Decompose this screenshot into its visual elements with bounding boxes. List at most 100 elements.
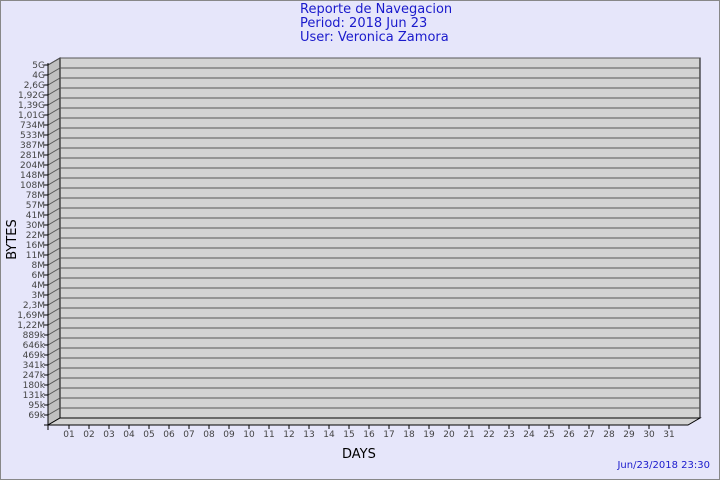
- gridline-side: [47, 97, 61, 106]
- gridline-side: [47, 87, 61, 96]
- x-tick-label: 06: [163, 430, 175, 440]
- x-tick-label: 14: [323, 430, 335, 440]
- gridline-side: [47, 57, 61, 66]
- y-tick-label: 11M: [26, 251, 45, 261]
- y-tick-label: 131k: [23, 391, 46, 401]
- gridline-side: [47, 337, 61, 346]
- y-tick-label: 1,92G: [18, 91, 45, 101]
- y-tick-label: 2,3M: [23, 301, 45, 311]
- y-tick-label: 734M: [20, 121, 45, 131]
- y-tick-label: 5G: [32, 61, 45, 71]
- y-tick-label: 8M: [32, 261, 46, 271]
- y-tick-label: 1,22M: [17, 321, 45, 331]
- x-tick-label: 04: [123, 430, 135, 440]
- gridline-side: [47, 157, 61, 166]
- x-tick-label: 18: [403, 430, 415, 440]
- y-tick-label: 78M: [26, 191, 45, 201]
- gridline-side: [47, 347, 61, 356]
- gridline-side: [47, 77, 61, 86]
- timestamp: Jun/23/2018 23:30: [617, 460, 710, 471]
- y-tick-label: 247k: [23, 371, 46, 381]
- y-tick-label: 204M: [20, 161, 45, 171]
- x-tick-label: 10: [243, 430, 255, 440]
- gridline-side: [47, 107, 61, 116]
- gridline-side: [47, 217, 61, 226]
- x-tick-label: 30: [643, 430, 655, 440]
- y-tick-label: 3M: [32, 291, 46, 301]
- x-tick-label: 17: [383, 430, 394, 440]
- gridline-side: [47, 327, 61, 336]
- gridline-side: [47, 247, 61, 256]
- y-tick-label: 4M: [32, 281, 46, 291]
- x-tick-label: 03: [103, 430, 114, 440]
- y-tick-label: 30M: [26, 221, 45, 231]
- gridline-side: [47, 67, 61, 76]
- gridline-side: [47, 407, 61, 416]
- x-tick-label: 09: [223, 430, 235, 440]
- x-tick-label: 25: [543, 430, 554, 440]
- x-tick-label: 27: [583, 430, 594, 440]
- x-tick-label: 22: [483, 430, 494, 440]
- gridline-side: [47, 227, 61, 236]
- gridline-side: [47, 277, 61, 286]
- y-tick-label: 387M: [20, 141, 45, 151]
- y-tick-label: 469k: [23, 351, 46, 361]
- x-tick-label: 29: [623, 430, 635, 440]
- gridline-side: [47, 297, 61, 306]
- y-tick-label: 6M: [32, 271, 46, 281]
- y-tick-label: 1,01G: [18, 111, 45, 121]
- x-tick-label: 11: [263, 430, 274, 440]
- gridline-side: [47, 267, 61, 276]
- y-tick-label: 148M: [20, 171, 45, 181]
- x-tick-label: 05: [143, 430, 154, 440]
- y-tick-label: 1,39G: [18, 101, 45, 111]
- gridline-side: [47, 357, 61, 366]
- x-tick-label: 07: [183, 430, 194, 440]
- y-tick-label: 533M: [20, 131, 45, 141]
- x-tick-label: 02: [83, 430, 94, 440]
- gridline-side: [47, 167, 61, 176]
- gridline-side: [47, 137, 61, 146]
- y-tick-label: 1,69M: [17, 311, 45, 321]
- gridline-side: [47, 177, 61, 186]
- y-tick-label: 95k: [28, 401, 45, 411]
- y-tick-label: 22M: [26, 231, 45, 241]
- gridline-side: [47, 387, 61, 396]
- x-tick-label: 08: [203, 430, 215, 440]
- x-tick-label: 12: [283, 430, 294, 440]
- x-tick-label: 15: [343, 430, 354, 440]
- gridline-side: [47, 117, 61, 126]
- y-tick-label: 108M: [20, 181, 45, 191]
- x-tick-label: 20: [443, 430, 455, 440]
- gridline-side: [47, 317, 61, 326]
- gridline-side: [47, 377, 61, 386]
- gridline-side: [47, 367, 61, 376]
- y-tick-label: 57M: [26, 201, 45, 211]
- y-tick-label: 16M: [26, 241, 45, 251]
- x-tick-label: 19: [423, 430, 435, 440]
- gridline-side: [47, 307, 61, 316]
- chart-title: Reporte de Navegacion Period: 2018 Jun 2…: [300, 3, 452, 45]
- y-tick-label: 2,6G: [24, 81, 45, 91]
- y-tick-label: 41M: [26, 211, 45, 221]
- x-tick-label: 31: [663, 430, 674, 440]
- gridline-side: [47, 147, 61, 156]
- user-line: User: Veronica Zamora: [300, 30, 449, 45]
- x-tick-label: 23: [503, 430, 514, 440]
- gridline-side: [47, 287, 61, 296]
- y-tick-label: 281M: [20, 151, 45, 161]
- y-tick-label: 69k: [28, 411, 45, 421]
- x-tick-label: 24: [523, 430, 535, 440]
- gridline-side: [47, 397, 61, 406]
- x-tick-label: 01: [63, 430, 74, 440]
- x-axis-label: DAYS: [342, 447, 376, 462]
- gridline-side: [47, 257, 61, 266]
- y-tick-label: 646k: [23, 341, 46, 351]
- y-tick-label: 341k: [23, 361, 46, 371]
- x-tick-label: 16: [363, 430, 375, 440]
- gridline-side: [47, 127, 61, 136]
- gridline-side: [47, 207, 61, 216]
- y-tick-label: 889k: [23, 331, 46, 341]
- y-tick-label: 4G: [32, 71, 45, 81]
